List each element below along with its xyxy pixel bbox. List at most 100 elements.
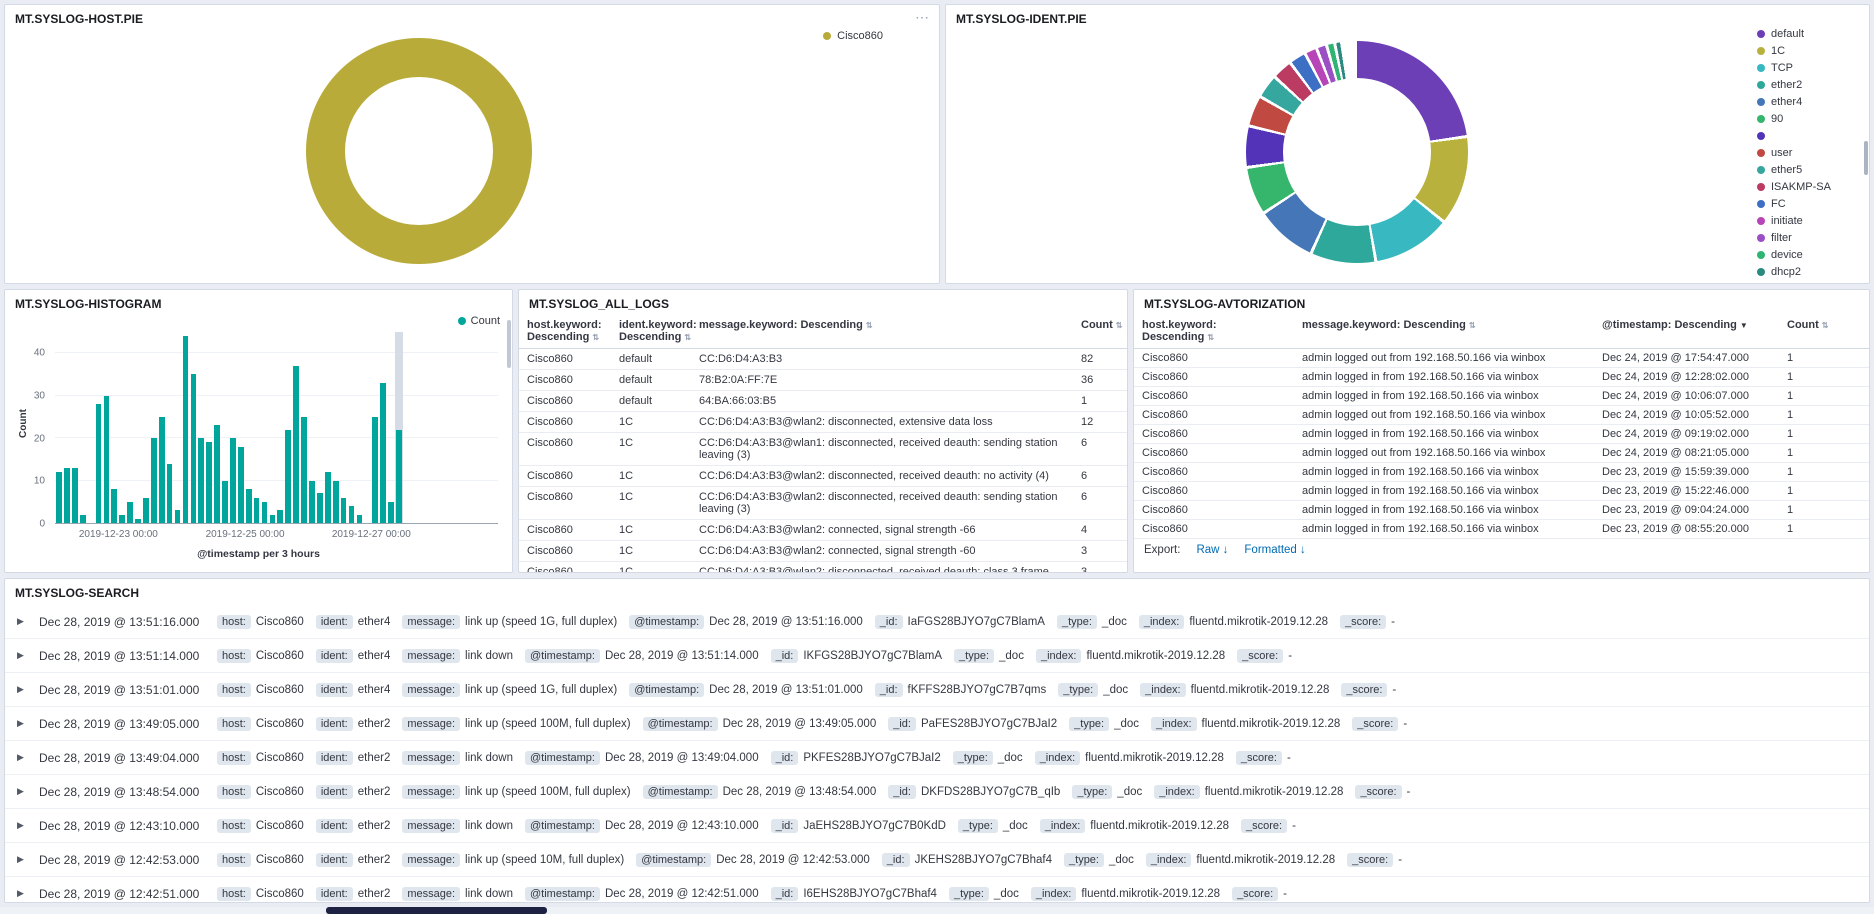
histogram-bar[interactable] (348, 332, 356, 523)
column-header[interactable]: message.keyword: Descending ⇅ (1294, 314, 1594, 349)
histogram-bar[interactable] (332, 332, 340, 523)
histogram-bar[interactable] (102, 332, 110, 523)
column-header[interactable]: host.keyword: Descending ⇅ (519, 314, 611, 349)
histogram-bar[interactable] (403, 332, 411, 523)
histogram-bar[interactable] (245, 332, 253, 523)
histogram-bar[interactable] (150, 332, 158, 523)
expand-caret-icon[interactable]: ▶ (17, 616, 24, 626)
histogram-bar[interactable] (387, 332, 395, 523)
histogram-bar[interactable] (427, 332, 435, 523)
histogram-scrollbar[interactable] (507, 314, 511, 564)
histogram-bar[interactable] (166, 332, 174, 523)
histogram-plot-area[interactable] (55, 332, 498, 524)
histogram-bar[interactable] (379, 332, 387, 523)
histogram-bar[interactable] (442, 332, 450, 523)
histogram-bar[interactable] (174, 332, 182, 523)
histogram-bar[interactable] (284, 332, 292, 523)
column-header[interactable]: Count ⇅ (1073, 314, 1127, 349)
histogram-bar[interactable] (411, 332, 419, 523)
scrollbar-thumb[interactable] (1864, 141, 1868, 175)
histogram-bar[interactable] (79, 332, 87, 523)
histogram-bar[interactable] (142, 332, 150, 523)
histogram-bar[interactable] (205, 332, 213, 523)
column-header[interactable]: Count ⇅ (1779, 314, 1869, 349)
log-row[interactable]: ▶ Dec 28, 2019 @ 12:42:53.000 host: Cisco86… (5, 843, 1869, 877)
histogram-bar[interactable] (237, 332, 245, 523)
log-row[interactable]: ▶ Dec 28, 2019 @ 12:42:51.000 host: Cisco86… (5, 877, 1869, 902)
histogram-bar[interactable] (197, 332, 205, 523)
histogram-bar[interactable] (189, 332, 197, 523)
log-row[interactable]: ▶ Dec 28, 2019 @ 13:51:14.000 host: Cisco86… (5, 639, 1869, 673)
expand-caret-icon[interactable]: ▶ (17, 718, 24, 728)
histogram-bar[interactable] (87, 332, 95, 523)
histogram-bar[interactable] (394, 332, 403, 523)
scrollbar-thumb[interactable] (326, 907, 547, 914)
log-row[interactable]: ▶ Dec 28, 2019 @ 13:51:01.000 host: Cisco86… (5, 673, 1869, 707)
log-row[interactable]: ▶ Dec 28, 2019 @ 13:48:54.000 host: Cisco86… (5, 775, 1869, 809)
histogram-bar[interactable] (221, 332, 229, 523)
panel-options-icon[interactable]: ⋯ (915, 9, 929, 25)
histogram-bar[interactable] (300, 332, 308, 523)
host-pie-chart[interactable] (306, 38, 532, 264)
histogram-legend-item[interactable]: Count (457, 315, 500, 327)
log-row[interactable]: ▶ Dec 28, 2019 @ 13:49:05.000 host: Cisco86… (5, 707, 1869, 741)
histogram-bar[interactable] (419, 332, 427, 523)
histogram-bar[interactable] (134, 332, 142, 523)
histogram-bar[interactable] (229, 332, 237, 523)
histogram-bar[interactable] (435, 332, 443, 523)
histogram-bar[interactable] (126, 332, 134, 523)
legend-item[interactable]: ISAKMP-SA (1757, 178, 1853, 195)
histogram-bar[interactable] (482, 332, 490, 523)
histogram-bar[interactable] (95, 332, 103, 523)
log-row[interactable]: ▶ Dec 28, 2019 @ 13:51:16.000 host: Cisco86… (5, 605, 1869, 639)
legend-item[interactable]: ether4 (1757, 93, 1853, 110)
legend-item[interactable]: initiate (1757, 212, 1853, 229)
histogram-bar[interactable] (490, 332, 498, 523)
column-header[interactable]: message.keyword: Descending ⇅ (691, 314, 1073, 349)
legend-item[interactable]: device (1757, 246, 1853, 263)
histogram-bar[interactable] (213, 332, 221, 523)
histogram-bar[interactable] (340, 332, 348, 523)
log-row[interactable]: ▶ Dec 28, 2019 @ 13:49:04.000 host: Cisco86… (5, 741, 1869, 775)
legend-item[interactable]: default (1757, 25, 1853, 42)
legend-item[interactable]: filter (1757, 229, 1853, 246)
histogram-bar[interactable] (355, 332, 363, 523)
expand-caret-icon[interactable]: ▶ (17, 684, 24, 694)
histogram-bar[interactable] (363, 332, 371, 523)
histogram-bar[interactable] (316, 332, 324, 523)
histogram-bar[interactable] (324, 332, 332, 523)
histogram-bar[interactable] (182, 332, 190, 523)
expand-caret-icon[interactable]: ▶ (17, 752, 24, 762)
ident-pie-chart[interactable] (1246, 41, 1468, 263)
legend-item[interactable]: dhcp2 (1757, 263, 1853, 280)
legend-item[interactable]: user (1757, 144, 1853, 161)
legend-item[interactable]: 90 (1757, 110, 1853, 127)
export-raw-link[interactable]: Raw ↓ (1196, 544, 1229, 556)
column-header[interactable]: @timestamp: Descending ▼ (1594, 314, 1779, 349)
column-header[interactable]: host.keyword: Descending ⇅ (1134, 314, 1294, 349)
histogram-bar[interactable] (158, 332, 166, 523)
horizontal-scrollbar[interactable] (0, 907, 1874, 914)
histogram-bar[interactable] (253, 332, 261, 523)
legend-item[interactable]: ether2 (1757, 76, 1853, 93)
histogram-bar[interactable] (268, 332, 276, 523)
histogram-bar[interactable] (276, 332, 284, 523)
histogram-bar[interactable] (63, 332, 71, 523)
legend-item[interactable]: Cisco860 (823, 27, 883, 44)
histogram-bar[interactable] (292, 332, 300, 523)
histogram-bar[interactable] (308, 332, 316, 523)
histogram-bar[interactable] (458, 332, 466, 523)
legend-item[interactable]: 1C (1757, 42, 1853, 59)
legend-item[interactable]: FC (1757, 195, 1853, 212)
histogram-bar[interactable] (450, 332, 458, 523)
expand-caret-icon[interactable]: ▶ (17, 650, 24, 660)
expand-caret-icon[interactable]: ▶ (17, 854, 24, 864)
expand-caret-icon[interactable]: ▶ (17, 786, 24, 796)
legend-item[interactable]: ether5 (1757, 161, 1853, 178)
legend-item[interactable]: TCP (1757, 59, 1853, 76)
log-row[interactable]: ▶ Dec 28, 2019 @ 12:43:10.000 host: Cisco86… (5, 809, 1869, 843)
scrollbar-thumb[interactable] (507, 320, 511, 368)
histogram-bar[interactable] (55, 332, 63, 523)
export-formatted-link[interactable]: Formatted ↓ (1244, 544, 1306, 556)
legend-item[interactable] (1757, 127, 1853, 144)
